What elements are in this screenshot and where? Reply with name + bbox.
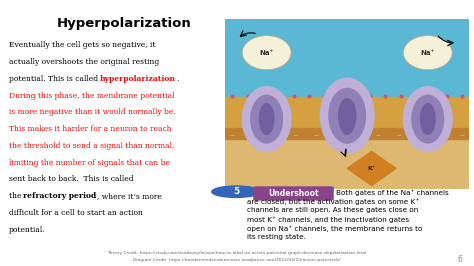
Text: difficult for a cell to start an action: difficult for a cell to start an action: [9, 209, 142, 217]
Text: , where it’s more: , where it’s more: [97, 192, 162, 200]
Circle shape: [242, 36, 291, 70]
Text: hyperpolarization: hyperpolarization: [100, 75, 176, 83]
Text: Hyperpolarization: Hyperpolarization: [57, 17, 191, 30]
Text: This makes it harder for a neuron to reach: This makes it harder for a neuron to rea…: [9, 125, 171, 133]
Text: sent back to back.  This is called: sent back to back. This is called: [9, 175, 133, 183]
Bar: [225, 128, 469, 139]
Text: limiting the number of signals that can be: limiting the number of signals that can …: [9, 159, 170, 167]
Text: actually overshoots the original resting: actually overshoots the original resting: [9, 58, 159, 66]
Text: most K⁺ channels, and the inactivation gates: most K⁺ channels, and the inactivation g…: [247, 216, 409, 223]
FancyBboxPatch shape: [253, 186, 334, 201]
Text: Eventually the cell gets so negative, it: Eventually the cell gets so negative, it: [9, 41, 155, 49]
Text: its resting state.: its resting state.: [247, 234, 306, 240]
Text: channels are still open. As these gates close on: channels are still open. As these gates …: [247, 207, 419, 213]
Text: the: the: [9, 192, 23, 200]
Text: 6: 6: [457, 255, 462, 264]
Text: Na⁺: Na⁺: [260, 50, 274, 56]
Text: .: .: [176, 75, 178, 83]
Bar: [225, 97, 469, 131]
Text: Both gates of the Na⁺ channels: Both gates of the Na⁺ channels: [336, 189, 449, 196]
Ellipse shape: [412, 95, 444, 143]
Text: K⁺: K⁺: [367, 166, 376, 171]
Text: During this phase, the membrane potential: During this phase, the membrane potentia…: [9, 92, 174, 99]
Ellipse shape: [259, 104, 274, 134]
Ellipse shape: [251, 95, 283, 143]
Text: potential. This is called: potential. This is called: [9, 75, 100, 83]
Text: are closed, but the activation gates on some K⁺: are closed, but the activation gates on …: [247, 198, 419, 205]
Text: open on Na⁺ channels, the membrane returns to: open on Na⁺ channels, the membrane retur…: [247, 225, 422, 232]
Text: is more negative than it would normally be.: is more negative than it would normally …: [9, 108, 175, 116]
Text: Pharmacy: Pharmacy: [275, 151, 360, 166]
Text: Theory Credit: https://study.com/academy/lesson/how-to-label-an-action-potential: Theory Credit: https://study.com/academy…: [107, 251, 367, 255]
Text: the threshold to send a signal than normal,: the threshold to send a signal than norm…: [9, 142, 174, 150]
Text: refractory period: refractory period: [23, 192, 97, 200]
Ellipse shape: [403, 87, 452, 151]
Ellipse shape: [331, 95, 363, 143]
Polygon shape: [347, 151, 396, 185]
Ellipse shape: [323, 87, 372, 151]
Circle shape: [403, 36, 452, 70]
Ellipse shape: [329, 88, 365, 143]
Text: Na⁺: Na⁺: [420, 50, 435, 56]
Text: 5: 5: [233, 187, 239, 196]
Text: Undershoot: Undershoot: [268, 189, 319, 198]
Ellipse shape: [242, 87, 291, 151]
Text: potential.: potential.: [9, 226, 45, 234]
Text: Diagram Credit: https://dundeemedstudentnotes.wordpress.com/2012/04/10/action-po: Diagram Credit: https://dundeemedstudent…: [133, 258, 341, 262]
Bar: [225, 136, 469, 189]
Ellipse shape: [338, 99, 356, 133]
Ellipse shape: [340, 104, 355, 134]
Circle shape: [212, 186, 261, 197]
Ellipse shape: [420, 104, 435, 134]
Ellipse shape: [320, 78, 374, 153]
Bar: [225, 19, 469, 100]
